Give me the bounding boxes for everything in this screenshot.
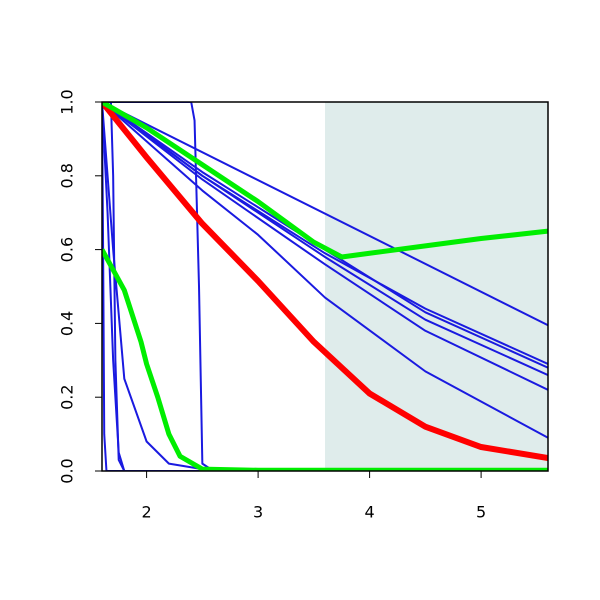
data-line: [102, 102, 548, 439]
y-tick-label: 0.8: [58, 163, 77, 188]
data-line: [102, 102, 548, 471]
data-line: [102, 102, 548, 471]
x-tick-label: 3: [253, 503, 263, 522]
y-tick-label: 1.0: [58, 89, 77, 114]
x-tick-label: 2: [142, 503, 152, 522]
y-tick-label: 0.0: [58, 458, 77, 483]
plot-area: [102, 102, 548, 471]
x-tick-label: 4: [365, 503, 375, 522]
data-line: [102, 102, 548, 391]
data-line: [102, 248, 548, 471]
x-tick-label: 5: [476, 503, 486, 522]
data-line: [102, 102, 548, 327]
axes: 2 3 4 5 0.0 0.2 0.4 0.6 0.8 1.0: [58, 89, 487, 521]
data-line: [102, 102, 548, 471]
y-tick-label: 0.6: [58, 237, 77, 262]
shaded-region: [325, 102, 548, 471]
data-line: [102, 102, 548, 376]
data-line: [102, 102, 548, 260]
data-line: [102, 102, 548, 462]
y-tick-label: 0.4: [58, 311, 77, 336]
y-tick-label: 0.2: [58, 384, 77, 409]
